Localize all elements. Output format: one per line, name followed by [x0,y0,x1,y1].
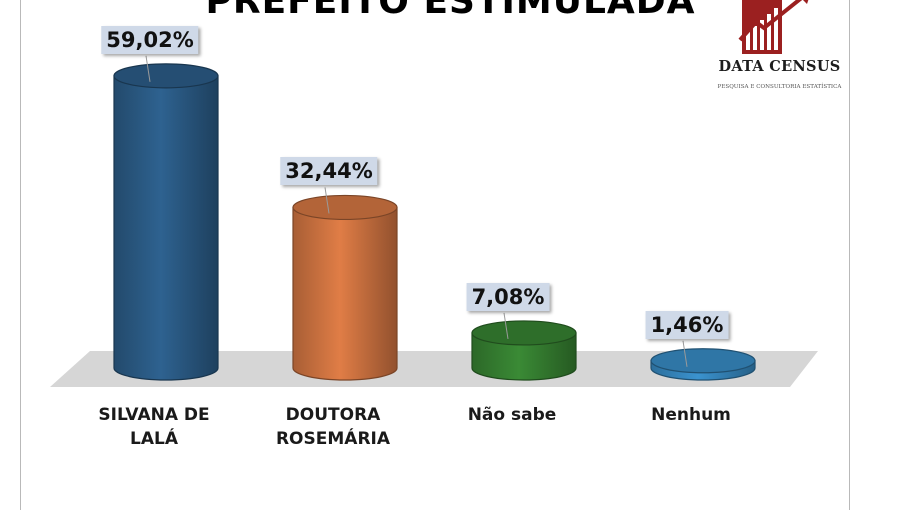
bar-top-1 [292,194,398,221]
bar-body-2 [471,332,577,381]
bar-chart-arrow-icon [738,0,809,54]
category-label-line2-1: ROSEMÁRIA [275,429,391,449]
leader-line-0 [145,55,151,82]
category-label-2: Não sabe [427,403,597,427]
leader-line-3 [682,340,688,367]
chart-floor [50,351,818,387]
category-label-line1-0: SILVANA DE [98,405,210,425]
chart-frame [20,0,850,510]
category-label-line1-2: Não sabe [467,405,557,425]
data-label-3: 1,46% [645,310,729,339]
data-label-1: 32,44% [280,157,378,186]
category-label-1: DOUTORA ROSEMÁRIA [248,403,418,451]
leader-line-1 [324,187,330,214]
bar-top-3 [650,348,756,374]
data-label-0: 59,02% [101,25,199,54]
bar-top-2 [471,320,577,346]
category-label-line2-0: LALÁ [130,429,178,449]
leader-line-2 [503,312,509,340]
bar-top-0 [113,63,219,89]
category-label-line1-3: Nenhum [651,405,731,425]
category-label-line1-1: DOUTORA [285,405,381,425]
data-label-2: 7,08% [466,282,550,311]
bar-body-0 [113,75,219,381]
category-label-3: Nenhum [606,403,776,427]
bar-body-1 [292,206,398,381]
chart-title: PREFEITO ESTIMULADA [205,0,696,22]
logo-name: DATA CENSUS [718,58,841,75]
category-label-0: SILVANA DE LALÁ [69,403,239,451]
logo-tagline: PESQUISA E CONSULTORIA ESTATÍSTICA [717,84,842,90]
